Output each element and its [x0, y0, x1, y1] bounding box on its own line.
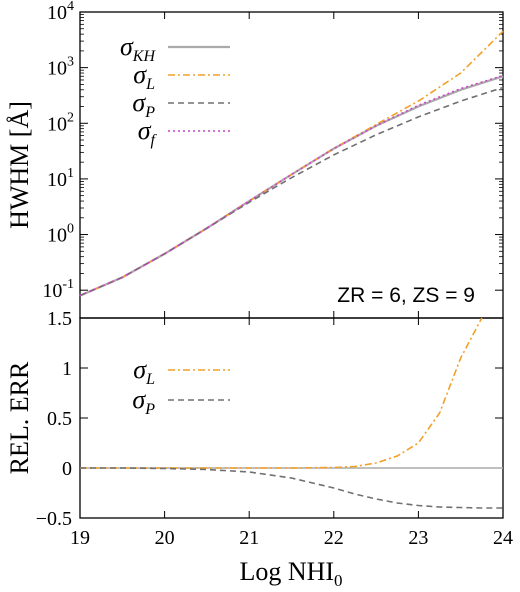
tick-exponent: 1 — [67, 166, 74, 181]
top-ylabel: HWHM [Å] — [5, 101, 34, 229]
legend-symbol: σ — [132, 88, 146, 117]
tick-base: 10 — [42, 280, 62, 302]
top-series-lines — [79, 30, 504, 297]
tick-base: 10 — [47, 2, 67, 24]
legend-subscript: f — [151, 132, 158, 149]
x-tick-label-1: 20 — [155, 527, 175, 549]
legend-symbol: σ — [132, 385, 146, 414]
legend-label-f: σf — [138, 116, 158, 149]
bottom-ytick-label-3: 0 — [62, 458, 72, 480]
legend-symbol: σ — [120, 32, 134, 61]
legend-symbol: σ — [138, 116, 152, 145]
top-ytick-label-1: 100 — [47, 222, 74, 247]
x-tick-label-0: 19 — [70, 527, 90, 549]
bottom-series-lines — [80, 317, 503, 509]
xlabel-sub: 0 — [334, 571, 343, 590]
bottom-ytick-label-4: −0.5 — [36, 508, 72, 530]
top-ytick-label-0: 10-1 — [42, 277, 74, 302]
legend-label-L: σL — [133, 60, 155, 93]
top-ytick-label-2: 101 — [47, 166, 74, 191]
bottom-legend-label-P: σP — [132, 385, 155, 418]
x-tick-label-5: 24 — [493, 527, 513, 549]
bottom-legend-label-L: σL — [133, 355, 155, 388]
x-tick-label-3: 22 — [324, 527, 344, 549]
bottom-ytick-label-2: 0.5 — [47, 408, 72, 430]
top-annotation: ZR = 6, ZS = 9 — [337, 284, 475, 307]
bottom-plot-frame — [79, 317, 504, 519]
tick-base: 10 — [47, 113, 67, 135]
tick-exponent: 3 — [67, 55, 74, 70]
x-tick-label-4: 23 — [408, 527, 428, 549]
top-series-L — [79, 30, 504, 297]
top-ytick-label-4: 103 — [47, 55, 74, 80]
legend-subscript: KH — [132, 48, 157, 65]
bottom-ylabel: REL. ERR — [5, 361, 34, 474]
legend-label-KH: σKH — [120, 32, 157, 65]
tick-exponent: 2 — [67, 110, 74, 125]
bottom-ytick-label-0: 1.5 — [47, 308, 72, 330]
top-series-P — [79, 86, 504, 297]
tick-base: 10 — [47, 169, 67, 191]
xlabel-main: Log NHI — [239, 557, 334, 586]
tick-base: 10 — [47, 225, 67, 247]
legend-subscript: P — [144, 401, 155, 418]
top-ytick-label-5: 104 — [47, 0, 74, 24]
legend-subscript: P — [144, 104, 155, 121]
tick-base: 10 — [47, 58, 67, 80]
legend-symbol: σ — [133, 60, 147, 89]
x-tick-label-2: 21 — [239, 527, 259, 549]
xlabel: Log NHI0 — [239, 557, 342, 590]
bottom-series-P — [80, 467, 503, 509]
legend-subscript: L — [145, 371, 155, 388]
top-ytick-label-3: 102 — [47, 110, 74, 135]
bottom-ticks: 19 20 21 22 23 24 1.5 1 0.5 0 −0.5 — [36, 308, 513, 549]
tick-exponent: 4 — [67, 0, 74, 14]
legend-subscript: L — [145, 76, 155, 93]
legend-label-P: σP — [132, 88, 155, 121]
tick-exponent: 0 — [67, 222, 74, 237]
bottom-ytick-label-1: 1 — [62, 358, 72, 380]
tick-exponent: -1 — [62, 277, 74, 292]
legend-symbol: σ — [133, 355, 147, 384]
